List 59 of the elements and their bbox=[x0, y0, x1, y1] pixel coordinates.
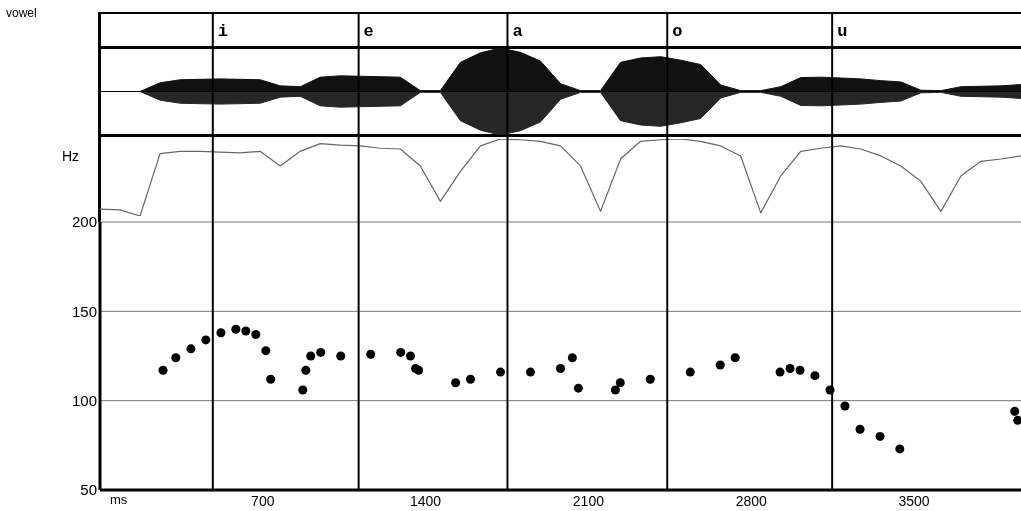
ref-line-label: i bbox=[217, 22, 228, 41]
point bbox=[306, 351, 316, 361]
ref-line-label: o bbox=[672, 22, 683, 41]
ref-line-label: a bbox=[512, 22, 523, 41]
point bbox=[685, 367, 695, 377]
point bbox=[825, 385, 835, 395]
point bbox=[555, 364, 566, 374]
point bbox=[775, 367, 785, 377]
point bbox=[730, 353, 740, 363]
x-tick-label: 2800 bbox=[735, 492, 767, 509]
text: vowel bbox=[6, 6, 37, 20]
point bbox=[366, 349, 376, 359]
point bbox=[405, 351, 415, 361]
point bbox=[525, 367, 536, 377]
point bbox=[186, 344, 196, 354]
y-tick-label: 150 bbox=[71, 302, 97, 320]
y-tick-label: 200 bbox=[71, 213, 97, 231]
x-tick-label: 700 bbox=[251, 492, 275, 509]
point bbox=[615, 378, 625, 388]
point bbox=[396, 347, 406, 357]
point bbox=[465, 374, 476, 384]
point bbox=[266, 374, 276, 384]
point bbox=[875, 431, 885, 441]
point bbox=[1013, 415, 1021, 425]
point bbox=[261, 346, 271, 356]
point bbox=[855, 424, 865, 434]
point bbox=[795, 365, 805, 375]
point bbox=[201, 335, 211, 345]
y-tick-label: 50 bbox=[80, 481, 97, 499]
point bbox=[316, 347, 326, 357]
ref-line-label: e bbox=[363, 22, 374, 41]
point bbox=[216, 328, 226, 338]
x-tick-label: 2100 bbox=[572, 492, 605, 509]
point bbox=[785, 364, 795, 374]
point bbox=[336, 351, 346, 361]
point bbox=[451, 378, 461, 388]
point bbox=[610, 385, 620, 395]
ref-line-label: u bbox=[837, 22, 848, 41]
point bbox=[573, 383, 583, 393]
point bbox=[298, 385, 308, 395]
point bbox=[495, 367, 506, 377]
point bbox=[1010, 406, 1020, 416]
y-axis-title: Hz bbox=[62, 148, 80, 164]
point bbox=[241, 326, 251, 336]
point bbox=[301, 365, 311, 375]
point bbox=[715, 360, 725, 370]
point bbox=[251, 330, 261, 340]
point bbox=[231, 324, 241, 334]
y-tick-label: 100 bbox=[71, 391, 97, 409]
x-tick-label: 3500 bbox=[898, 492, 930, 509]
point bbox=[171, 353, 181, 363]
point bbox=[158, 365, 168, 375]
point bbox=[810, 371, 820, 381]
point bbox=[840, 401, 850, 411]
x-tick-label: 1400 bbox=[410, 492, 442, 509]
point bbox=[645, 374, 655, 384]
x-axis-title: ms bbox=[110, 492, 128, 507]
point bbox=[895, 444, 905, 454]
point bbox=[567, 353, 577, 363]
